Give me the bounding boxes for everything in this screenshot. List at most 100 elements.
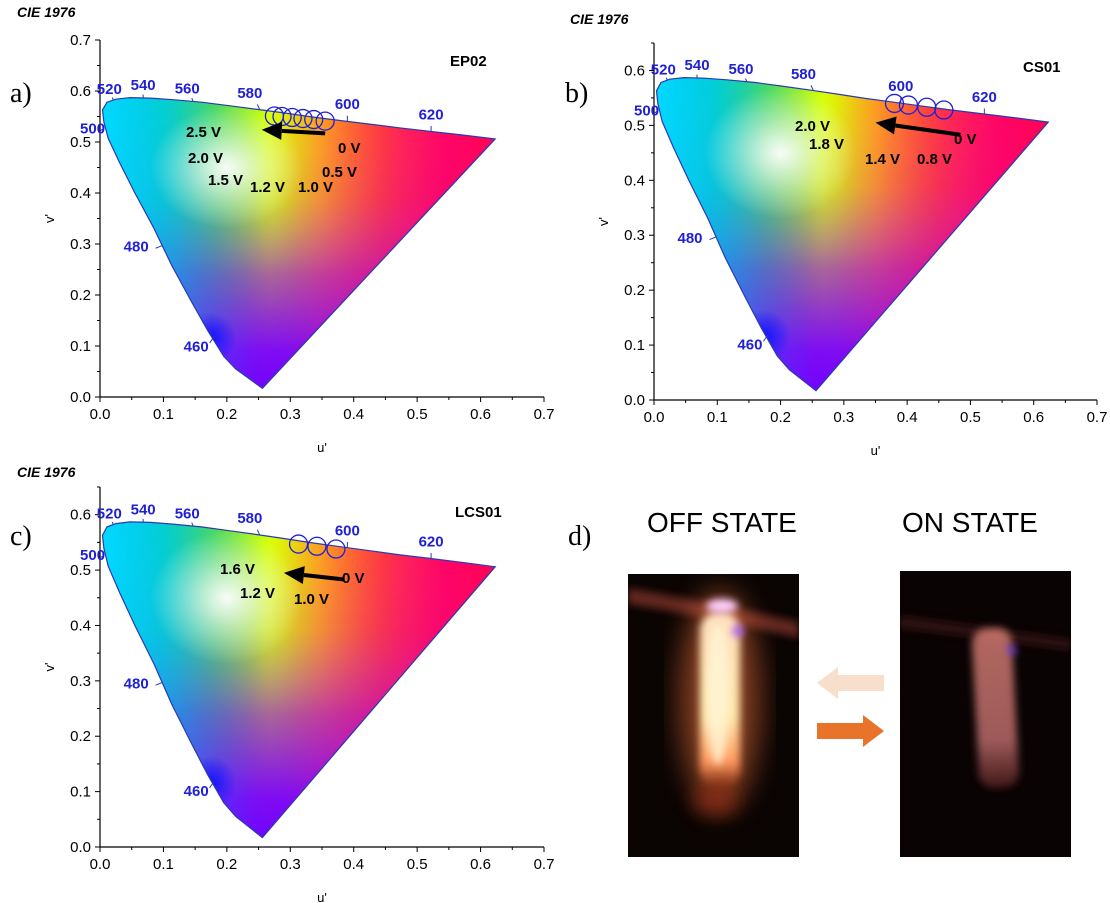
arrow-head-icon xyxy=(283,566,305,584)
y-tick-label: 0.4 xyxy=(70,185,91,202)
arrow-head-icon xyxy=(261,121,283,140)
panel-label: b) xyxy=(565,78,588,109)
wavelength-tick xyxy=(191,97,194,102)
wavelength-label-580: 580 xyxy=(237,85,262,102)
wavelength-label-600: 600 xyxy=(335,522,360,539)
y-tick-label: 0.2 xyxy=(70,728,91,745)
data-point-marker xyxy=(315,111,335,131)
wavelength-label-560: 560 xyxy=(729,61,754,78)
x-tick-label: 0.7 xyxy=(1087,409,1108,426)
trend-arrow xyxy=(303,573,345,582)
sample-name: CS01 xyxy=(1023,59,1061,76)
wavelength-tick xyxy=(256,104,261,111)
x-tick-label: 0.3 xyxy=(833,409,854,426)
x-tick-label: 0.1 xyxy=(153,406,174,423)
x-tick-label: 0.2 xyxy=(216,856,237,873)
wavelength-label-500: 500 xyxy=(634,103,659,120)
x-tick-label: 0.6 xyxy=(1023,409,1044,426)
y-tick-label: 0.2 xyxy=(624,282,645,299)
wavelength-tick xyxy=(745,78,748,83)
y-tick-label: 0.7 xyxy=(70,32,91,49)
voltage-label: 2.0 V xyxy=(188,150,223,167)
data-point-marker xyxy=(326,539,346,559)
voltage-label: 0 V xyxy=(342,570,365,587)
wavelength-label-600: 600 xyxy=(335,96,360,113)
x-tick-label: 0.4 xyxy=(343,856,364,873)
wavelength-label-460: 460 xyxy=(184,338,209,355)
data-point-marker xyxy=(293,108,313,129)
y-tick-label: 0.0 xyxy=(70,839,91,856)
voltage-label: 1.4 V xyxy=(865,151,900,168)
voltage-label: 0 V xyxy=(338,140,361,157)
wavelength-label-620: 620 xyxy=(419,106,444,123)
x-tick-label: 0.2 xyxy=(770,409,791,426)
voltage-label: 1.0 V xyxy=(294,591,329,608)
x-tick-label: 0.4 xyxy=(343,406,364,423)
wavelength-tick xyxy=(653,111,657,114)
y-tick-label: 0.3 xyxy=(70,236,91,253)
voltage-label: 1.2 V xyxy=(250,179,285,196)
y-tick-label: 0.6 xyxy=(70,83,91,100)
on-state-photo xyxy=(900,571,1071,857)
y-tick-label: 0.6 xyxy=(624,62,645,79)
off-state-photo xyxy=(628,574,799,857)
x-tick-label: 0.1 xyxy=(707,409,728,426)
wavelength-label-580: 580 xyxy=(237,510,262,527)
arrow-to-on-icon xyxy=(817,715,884,747)
x-axis-label: u' xyxy=(317,440,327,455)
wavelength-label-600: 600 xyxy=(888,78,913,95)
y-tick-label: 0.6 xyxy=(70,507,91,524)
wavelength-label-500: 500 xyxy=(80,120,105,137)
wavelength-label-540: 540 xyxy=(131,501,156,518)
chart-header: CIE 1976 xyxy=(17,464,76,480)
y-tick-label: 0.0 xyxy=(624,392,645,409)
y-tick-label: 0.2 xyxy=(70,287,91,304)
x-tick-label: 0.3 xyxy=(280,856,301,873)
voltage-label: 1.2 V xyxy=(240,585,275,602)
x-tick-label: 0.7 xyxy=(534,856,555,873)
spectral-locus xyxy=(101,521,497,839)
panel-label: a) xyxy=(10,78,32,109)
wavelength-label-520: 520 xyxy=(97,506,122,523)
x-tick-label: 0.1 xyxy=(153,856,174,873)
x-tick-label: 0.6 xyxy=(470,406,491,423)
chart-header: CIE 1976 xyxy=(570,11,629,27)
wavelength-label-480: 480 xyxy=(678,230,703,247)
x-tick-label: 0.0 xyxy=(90,406,111,423)
y-tick-label: 0.5 xyxy=(70,134,91,151)
x-tick-label: 0.5 xyxy=(960,409,981,426)
y-tick-label: 0.4 xyxy=(70,617,91,634)
wavelength-label-520: 520 xyxy=(97,81,122,98)
panel-label: c) xyxy=(10,521,32,552)
data-point-marker xyxy=(884,93,905,114)
y-axis-label: v' xyxy=(42,663,57,672)
data-point-marker xyxy=(307,536,327,556)
wavelength-label-540: 540 xyxy=(131,77,156,94)
y-axis-label: v' xyxy=(42,214,57,223)
wavelength-label-620: 620 xyxy=(419,533,444,550)
voltage-label: 0.5 V xyxy=(322,164,357,181)
voltage-label: 0.8 V xyxy=(917,151,952,168)
y-axis-label: v' xyxy=(596,217,611,226)
data-point-marker xyxy=(304,109,324,130)
x-axis-label: u' xyxy=(871,443,881,458)
wavelength-tick xyxy=(256,529,261,536)
arrow-head-icon xyxy=(875,116,897,135)
x-tick-label: 0.7 xyxy=(534,406,555,423)
data-point-marker xyxy=(272,106,292,127)
wavelength-label-580: 580 xyxy=(791,66,816,83)
wavelength-tick xyxy=(155,682,163,686)
voltage-label: 2.0 V xyxy=(795,118,830,135)
wavelength-tick xyxy=(191,522,194,527)
wavelength-tick xyxy=(762,334,769,342)
y-tick-label: 0.1 xyxy=(70,784,91,801)
y-tick-label: 0.5 xyxy=(624,117,645,134)
wavelength-tick xyxy=(111,521,114,525)
sample-name: EP02 xyxy=(450,53,487,70)
y-tick-label: 0.1 xyxy=(70,338,91,355)
wavelength-tick xyxy=(99,555,103,559)
trend-arrow xyxy=(895,123,961,137)
wavelength-label-480: 480 xyxy=(124,676,149,693)
y-tick-label: 0.1 xyxy=(624,337,645,354)
x-tick-label: 0.5 xyxy=(407,406,428,423)
